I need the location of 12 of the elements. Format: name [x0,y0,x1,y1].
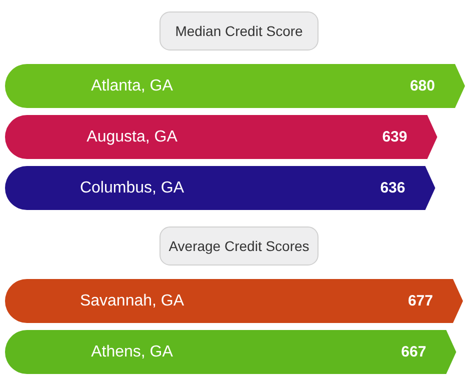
data-label: 680 [410,78,435,94]
y-tick-label: Savannah, GA [80,292,184,310]
y-tick-label: Augusta, GA [86,128,178,146]
y-tick-label: Columbus, GA [80,180,184,196]
chart-title: Median Credit Score [175,23,304,39]
data-label: 639 [382,128,408,146]
y-tick-label: Atlanta, GA [91,78,174,94]
data-label: 636 [380,180,406,196]
data-label: 677 [408,292,433,310]
chart-title: Average Credit Scores [168,238,310,254]
y-tick-label: Athens, GA [91,344,174,360]
data-label: 667 [401,344,426,360]
